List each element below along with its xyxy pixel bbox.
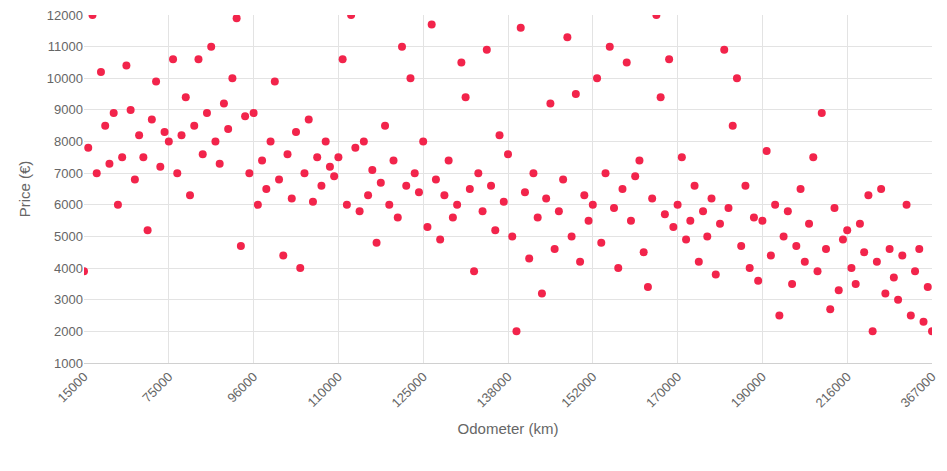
- svg-text:2000: 2000: [54, 324, 83, 339]
- svg-text:9000: 9000: [54, 102, 83, 117]
- svg-text:7000: 7000: [54, 166, 83, 181]
- svg-text:138000: 138000: [473, 369, 514, 410]
- svg-text:170000: 170000: [643, 369, 684, 410]
- svg-text:Odometer (km): Odometer (km): [458, 420, 559, 437]
- svg-text:190000: 190000: [728, 369, 769, 410]
- svg-text:152000: 152000: [558, 369, 599, 410]
- svg-text:110000: 110000: [305, 369, 346, 410]
- svg-text:15000: 15000: [55, 369, 91, 405]
- svg-text:3000: 3000: [54, 292, 83, 307]
- svg-text:10000: 10000: [47, 71, 83, 86]
- svg-text:125000: 125000: [389, 369, 430, 410]
- svg-text:5000: 5000: [54, 229, 83, 244]
- svg-text:12000: 12000: [47, 8, 83, 23]
- svg-text:216000: 216000: [813, 369, 854, 410]
- svg-text:6000: 6000: [54, 197, 83, 212]
- svg-text:Price (€): Price (€): [16, 161, 33, 218]
- svg-text:11000: 11000: [48, 39, 83, 54]
- svg-text:1000: 1000: [54, 356, 83, 371]
- svg-text:367000: 367000: [897, 369, 938, 410]
- svg-text:4000: 4000: [54, 261, 83, 276]
- svg-text:8000: 8000: [54, 134, 83, 149]
- svg-text:75000: 75000: [139, 369, 175, 405]
- svg-text:96000: 96000: [224, 369, 260, 405]
